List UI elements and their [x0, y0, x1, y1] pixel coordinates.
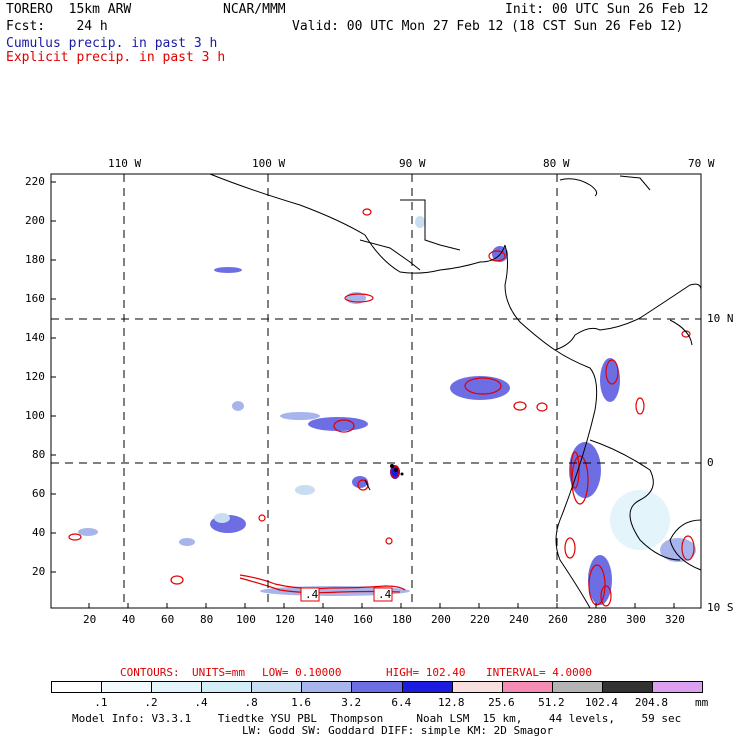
model-info-line2: LW: Godd SW: Goddard DIFF: simple KM: 2D… — [242, 724, 554, 737]
x-tick-label: 180 — [392, 613, 412, 626]
legend-swatch — [601, 681, 653, 693]
contours-units: UNITS=mm — [192, 666, 245, 679]
contour-label-text: .4 — [378, 588, 392, 601]
x-tick-label: 200 — [431, 613, 451, 626]
x-tick-label: 320 — [665, 613, 685, 626]
y-tick-label: 140 — [25, 331, 45, 344]
field-cumulus-label: Cumulus precip. in past 3 h — [6, 36, 218, 51]
y-tick-label: 80 — [32, 448, 46, 461]
legend-unit: mm — [695, 696, 709, 709]
axis-ticks — [51, 181, 675, 608]
y-tick-label: 40 — [32, 526, 46, 539]
legend-value-label: .4 — [194, 696, 208, 709]
x-tick-label: 220 — [470, 613, 490, 626]
legend-value-label: 3.2 — [341, 696, 362, 709]
y-tick-label: 200 — [25, 214, 45, 227]
x-tick-label: 40 — [122, 613, 136, 626]
contour-label-boxes — [300, 587, 393, 602]
legend-value-label: 51.2 — [538, 696, 565, 709]
x-tick-label: 160 — [353, 613, 373, 626]
legend-swatch — [101, 681, 153, 693]
contours-low: LOW= 0.10000 — [262, 666, 342, 679]
lat-label-10s: 10 S — [707, 601, 734, 614]
model-title: TORERO 15km ARW — [6, 2, 132, 17]
legend-swatch — [351, 681, 403, 693]
legend-swatch — [501, 681, 553, 693]
lat-label-10n: 10 N — [707, 312, 734, 325]
valid-time: Valid: 00 UTC Mon 27 Feb 12 (18 CST Sun … — [292, 19, 684, 34]
x-tick-label: 300 — [626, 613, 646, 626]
legend-swatch — [651, 681, 703, 693]
x-tick-label: 60 — [161, 613, 175, 626]
legend-swatch — [301, 681, 353, 693]
y-tick-label: 60 — [32, 487, 46, 500]
lat-lon-grid — [51, 174, 701, 608]
legend-value-label: .1 — [94, 696, 108, 709]
legend-swatch — [551, 681, 603, 693]
contours-label: CONTOURS: — [120, 666, 180, 679]
legend-swatch — [451, 681, 503, 693]
y-tick-label: 100 — [25, 409, 45, 422]
galapagos-islands — [390, 464, 404, 476]
lon-label-80w: 80 W — [543, 157, 570, 170]
contours-high: HIGH= 102.40 — [386, 666, 466, 679]
legend-swatch — [151, 681, 203, 693]
contours-interval: INTERVAL= 4.0000 — [486, 666, 592, 679]
y-tick-label: 180 — [25, 253, 45, 266]
x-tick-label: 120 — [275, 613, 295, 626]
center-label: NCAR/MMM — [223, 2, 286, 17]
legend-value-label: 25.6 — [488, 696, 515, 709]
legend-value-label: .8 — [244, 696, 258, 709]
lon-label-70w: 70 W — [688, 157, 715, 170]
init-time: Init: 00 UTC Sun 26 Feb 12 — [505, 2, 709, 17]
x-tick-label: 280 — [587, 613, 607, 626]
y-tick-label: 220 — [25, 175, 45, 188]
legend-swatch — [51, 681, 103, 693]
legend-value-label: 12.8 — [438, 696, 465, 709]
contour-label-text: .4 — [305, 588, 319, 601]
y-tick-label: 20 — [32, 565, 46, 578]
x-tick-label: 20 — [83, 613, 97, 626]
lat-label-0: 0 — [707, 456, 714, 469]
legend-value-label: 102.4 — [584, 696, 618, 709]
lon-label-110w: 110 W — [108, 157, 142, 170]
forecast-hour: Fcst: 24 h — [6, 19, 108, 34]
x-tick-label: 260 — [548, 613, 568, 626]
y-tick-label: 160 — [25, 292, 45, 305]
legend-value-label: 6.4 — [391, 696, 412, 709]
y-tick-label: 120 — [25, 370, 45, 383]
legend-value-label: 204.8 — [634, 696, 669, 709]
legend-value-label: .2 — [144, 696, 158, 709]
cumulus-precip-areas — [78, 216, 696, 605]
legend-swatch — [401, 681, 453, 693]
plot-frame — [50, 173, 702, 609]
coastlines — [209, 173, 702, 609]
lon-label-100w: 100 W — [252, 157, 286, 170]
x-tick-label: 100 — [236, 613, 256, 626]
legend-swatch — [251, 681, 303, 693]
legend-value-label: 1.6 — [291, 696, 312, 709]
model-info-line1: Model Info: V3.3.1 Tiedtke YSU PBL Thomp… — [72, 712, 682, 725]
x-tick-label: 240 — [509, 613, 529, 626]
x-tick-label: 140 — [314, 613, 334, 626]
lon-label-90w: 90 W — [399, 157, 426, 170]
x-tick-label: 80 — [200, 613, 214, 626]
field-explicit-label: Explicit precip. in past 3 h — [6, 50, 226, 65]
legend-swatch — [201, 681, 253, 693]
